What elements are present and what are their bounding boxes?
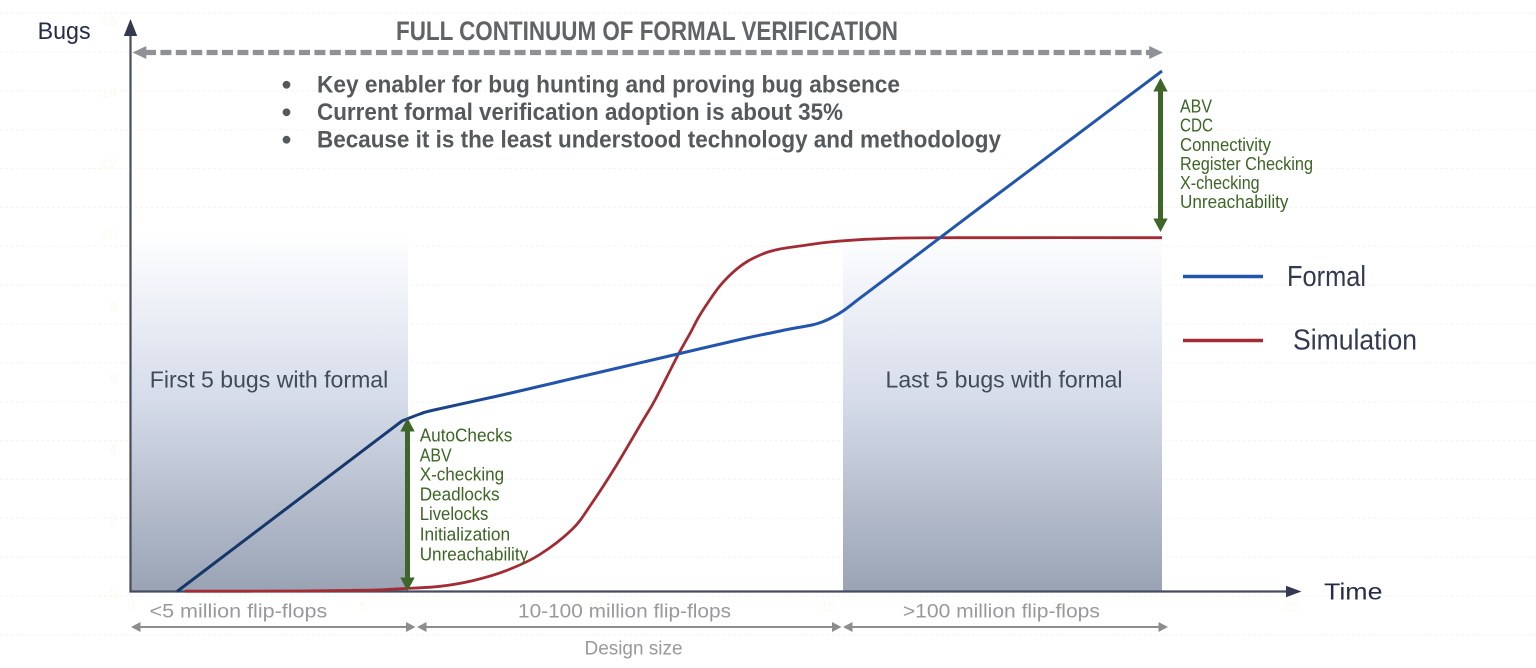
svg-text:12: 12 [101, 156, 117, 172]
svg-text:10: 10 [101, 227, 117, 243]
svg-text:6: 6 [109, 370, 117, 386]
svg-text:Time: Time [1324, 578, 1383, 604]
svg-text:10-100 million flip-flops: 10-100 million flip-flops [518, 602, 731, 623]
svg-text:<5 million flip-flops: <5 million flip-flops [150, 602, 328, 623]
svg-text:CDC: CDC [1180, 116, 1213, 136]
svg-text:Current formal verification ad: Current formal verification adoption is … [317, 99, 843, 126]
svg-text:5: 5 [359, 598, 367, 614]
svg-text:Last 5 bugs with formal: Last 5 bugs with formal [886, 366, 1123, 392]
svg-text:ABV: ABV [1180, 97, 1212, 117]
svg-text:FULL CONTINUUM OF FORMAL VERIF: FULL CONTINUUM OF FORMAL VERIFICATION [396, 16, 898, 46]
svg-text:Unreachability: Unreachability [1180, 192, 1289, 212]
svg-text:10: 10 [587, 598, 603, 614]
svg-text:20: 20 [1052, 598, 1068, 614]
svg-text:Connectivity: Connectivity [1180, 135, 1271, 155]
svg-text:Design size: Design size [585, 638, 683, 659]
svg-text:Simulation: Simulation [1293, 325, 1417, 357]
svg-text:Formal: Formal [1287, 261, 1366, 293]
svg-text:Because it is the least unders: Because it is the least understood techn… [317, 127, 1001, 154]
svg-text:2: 2 [109, 513, 117, 529]
svg-text:0: 0 [127, 598, 135, 614]
svg-text:Bugs: Bugs [38, 18, 91, 45]
svg-text:AutoChecks: AutoChecks [420, 426, 513, 446]
svg-text:>100 million flip-flops: >100 million flip-flops [903, 602, 1100, 623]
svg-text:First 5 bugs with formal: First 5 bugs with formal [150, 366, 389, 392]
svg-text:X-checking: X-checking [420, 465, 504, 485]
svg-text:14: 14 [101, 84, 117, 100]
svg-text:25: 25 [1284, 598, 1300, 614]
svg-text:X-checking: X-checking [1180, 173, 1260, 193]
svg-text:Register Checking: Register Checking [1180, 154, 1313, 174]
svg-text:16: 16 [101, 13, 117, 29]
svg-text:ABV: ABV [420, 445, 452, 465]
svg-text:8: 8 [109, 298, 117, 314]
svg-text:Deadlocks: Deadlocks [420, 484, 500, 504]
svg-text:Initialization: Initialization [420, 524, 510, 544]
svg-text:15: 15 [820, 598, 836, 614]
svg-text:Unreachability: Unreachability [420, 545, 529, 565]
svg-text:Key enabler for bug hunting an: Key enabler for bug hunting and proving … [317, 72, 900, 99]
svg-text:4: 4 [109, 441, 117, 457]
svg-text:0: 0 [109, 584, 117, 600]
svg-text:Livelocks: Livelocks [420, 504, 489, 524]
